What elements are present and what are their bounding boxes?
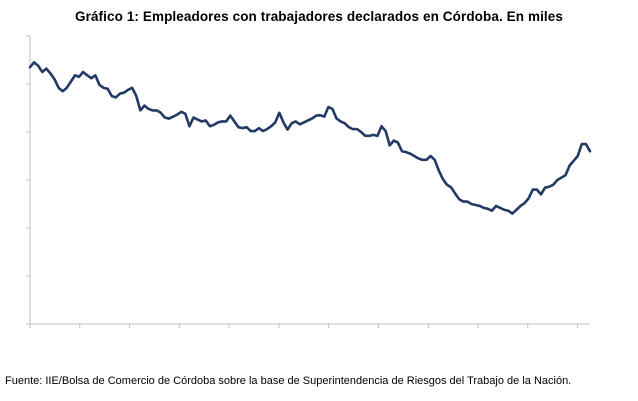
y-axis-ticks: [26, 35, 30, 325]
x-axis-ticks: [29, 324, 579, 328]
y-axis: [26, 35, 31, 325]
series-line-0: [28, 61, 592, 215]
source-note: Fuente: IIE/Bolsa de Comercio de Córdoba…: [5, 375, 572, 387]
series-layer: [28, 61, 592, 215]
x-axis: [29, 323, 590, 328]
chart-title: Gráfico 1: Empleadores con trabajadores …: [75, 9, 563, 24]
